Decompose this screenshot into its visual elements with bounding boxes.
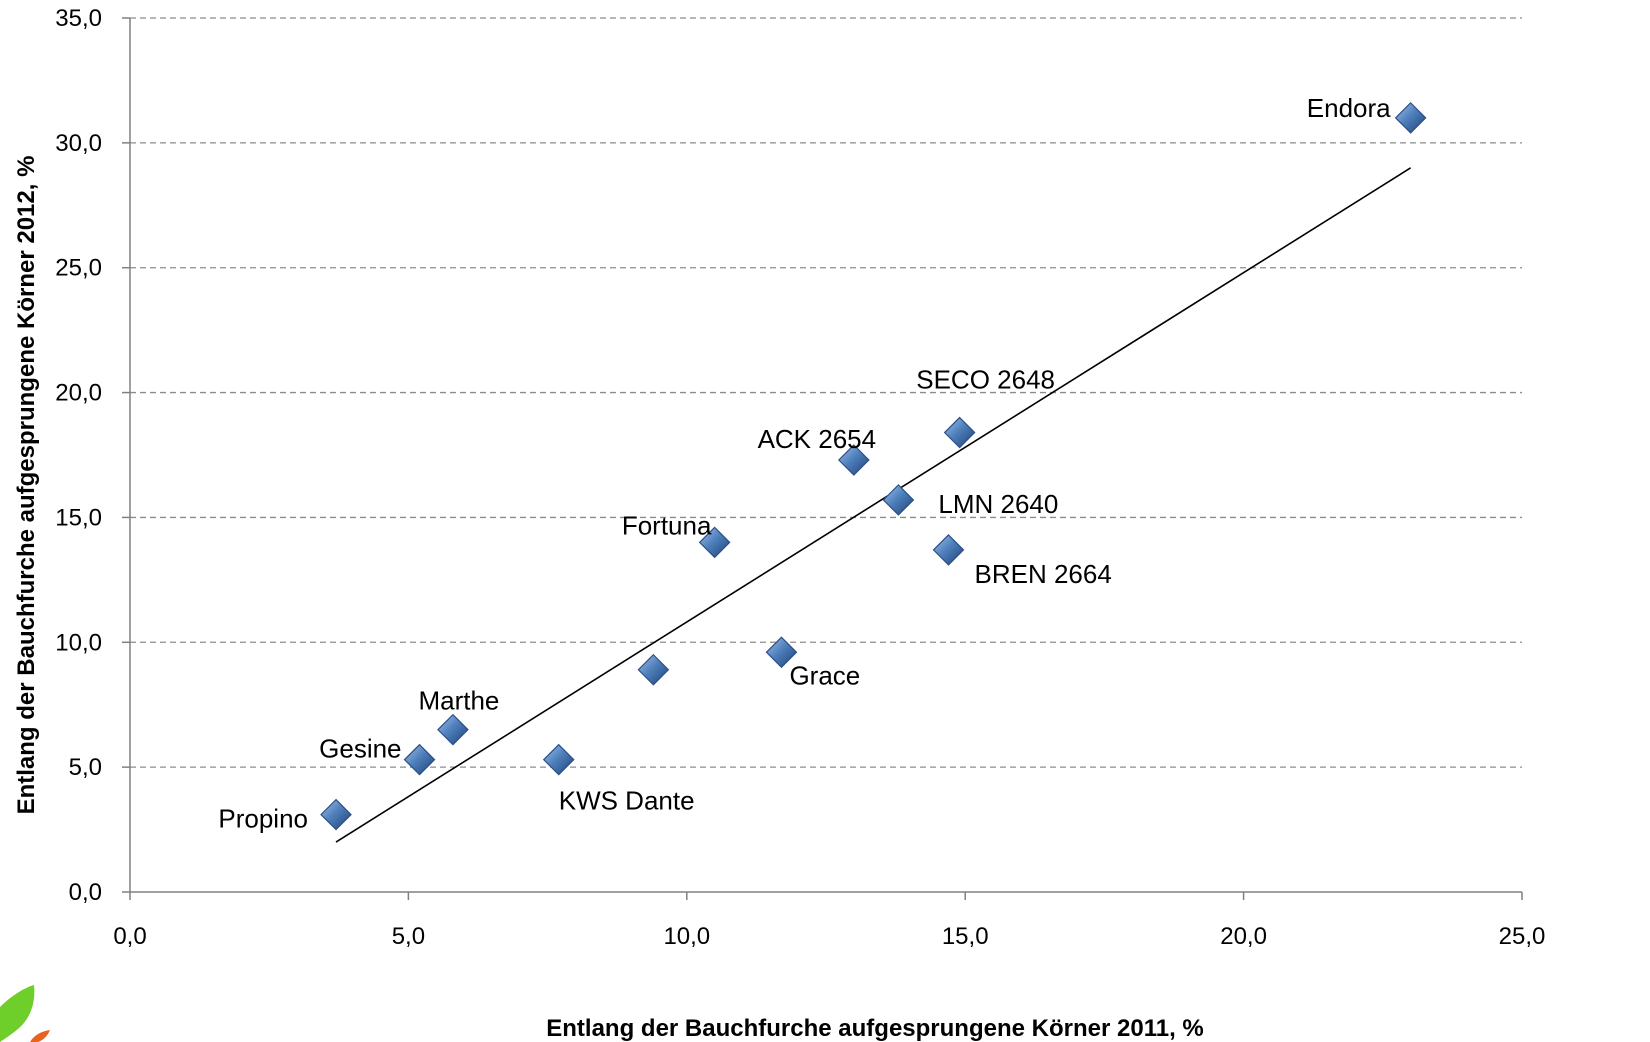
data-point [698, 526, 731, 559]
data-point [882, 484, 915, 516]
data-label: Marthe [418, 686, 499, 716]
tick-labels: 0,0 5,0 10,0 15,0 20,0 25,0 30,0 35,0 0,0 5,0 10,0… [55, 5, 1545, 950]
point-labels: Propino Gesine Marthe KWS Dante Fortuna Grace… [218, 93, 1391, 834]
data-label: SECO 2648 [916, 365, 1055, 395]
trend-line [335, 167, 1412, 843]
y-tick-label: 35,0 [55, 5, 102, 32]
y-tick-label: 10,0 [55, 629, 102, 656]
data-label: Endora [1307, 93, 1391, 123]
data-point [437, 713, 469, 746]
data-label: Fortuna [622, 510, 712, 540]
x-tick-label: 10,0 [663, 923, 710, 950]
x-tick-label: 0,0 [113, 923, 146, 950]
data-point [943, 416, 976, 449]
x-tick-label: 5,0 [392, 923, 425, 950]
gridlines [130, 17, 1522, 768]
x-tick-label: 20,0 [1220, 923, 1267, 950]
data-label: BREN 2664 [974, 559, 1111, 589]
data-point [403, 743, 436, 776]
data-point [837, 444, 870, 476]
y-tick-label: 25,0 [55, 255, 102, 282]
x-tick-label: 25,0 [1499, 923, 1546, 950]
trendline [335, 167, 1412, 843]
data-point [1394, 102, 1427, 134]
y-tick-label: 15,0 [55, 504, 102, 531]
data-label: LMN 2640 [938, 489, 1058, 519]
data-point [932, 534, 965, 566]
x-axis-title: Entlang der Bauchfurche aufgesprungene K… [546, 1015, 1204, 1042]
logo-icon [0, 985, 50, 1042]
data-point [765, 636, 798, 669]
data-point [320, 798, 352, 831]
data-points [320, 102, 1427, 831]
data-label: Grace [789, 660, 860, 690]
y-tick-label: 20,0 [55, 380, 102, 407]
data-label: ACK 2654 [758, 424, 877, 454]
y-axis-title: Entlang der Bauchfurche aufgesprungene K… [13, 156, 40, 815]
data-point [542, 743, 575, 776]
data-point [637, 653, 670, 686]
y-tick-label: 0,0 [69, 879, 102, 906]
y-tick-label: 30,0 [55, 130, 102, 157]
x-tick-label: 15,0 [942, 923, 989, 950]
axes [122, 17, 1523, 900]
data-label: Propino [218, 804, 308, 834]
data-label: KWS Dante [559, 786, 695, 816]
data-label: Gesine [319, 734, 401, 764]
y-tick-label: 5,0 [69, 754, 102, 781]
